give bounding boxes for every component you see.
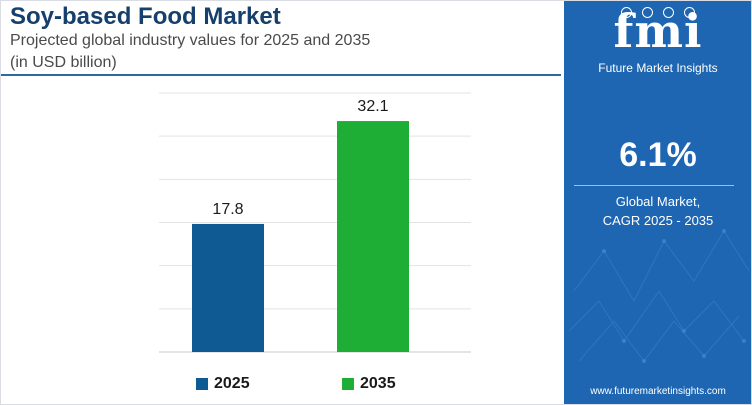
logo-icons [621, 7, 695, 19]
cagr-divider [574, 185, 734, 186]
logo-globe-icon [642, 7, 653, 18]
website-url: www.futuremarketinsights.com [590, 386, 726, 397]
bar-2035 [337, 121, 409, 352]
chart-legend: 2025 2035 [1, 373, 561, 397]
cagr-label-period: CAGR 2025 - 2035 [602, 213, 714, 228]
logo-people-icon [684, 7, 695, 18]
cagr-side-panel: fmi Future Market Insights 6.1% Global M… [564, 1, 751, 404]
logo-chart-icon [663, 7, 674, 18]
logo-caption: Future Market Insights [598, 61, 718, 75]
legend-item-2035: 2035 [342, 375, 396, 393]
legend-label-2025: 2025 [214, 375, 250, 392]
legend-label-2035: 2035 [360, 375, 396, 392]
cagr-label-market: Global Market, [615, 194, 701, 209]
bar-chart: 17.8 32.1 [159, 92, 471, 353]
legend-swatch-2025 [196, 378, 208, 390]
legend-swatch-2035 [342, 378, 354, 390]
legend-item-2025: 2025 [196, 375, 250, 393]
fmi-logo: fmi [613, 4, 703, 58]
data-label-2025: 17.8 [212, 201, 243, 218]
bar-2025 [192, 223, 264, 352]
cagr-value: 6.1% [619, 136, 697, 174]
panel-background-texture [568, 229, 750, 363]
chart-unit-label: (in USD billion) [10, 54, 117, 71]
header-divider [1, 74, 561, 76]
chart-subtitle: Projected global industry values for 202… [10, 32, 371, 49]
data-label-2035: 32.1 [357, 98, 388, 115]
chart-title: Soy-based Food Market [10, 3, 281, 30]
logo-person-icon [621, 7, 632, 18]
